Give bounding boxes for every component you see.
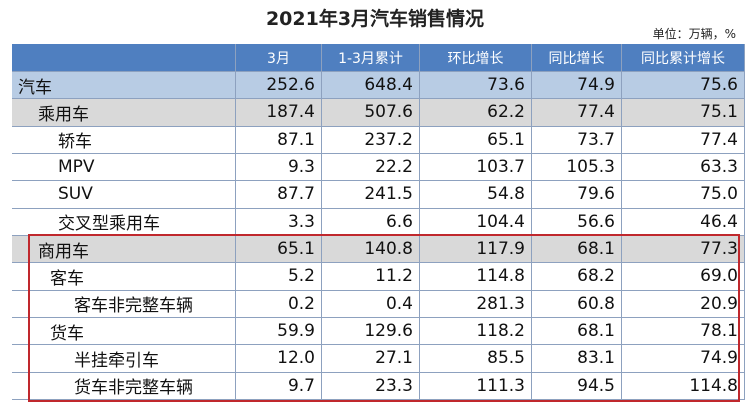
row-label: 货车: [12, 318, 236, 345]
cell-value: 68.1: [532, 318, 622, 345]
row-label: MPV: [12, 154, 236, 181]
header-cell: 1-3月累计: [322, 44, 420, 71]
cell-value: 104.4: [420, 208, 532, 235]
row-label: 货车非完整车辆: [12, 372, 236, 399]
row-label: 轿车: [12, 126, 236, 153]
table-row: 半挂牵引车 12.0 27.1 85.5 83.1 74.9: [12, 345, 745, 373]
row-label: 客车: [12, 263, 236, 290]
cell-value: 23.3: [322, 372, 420, 399]
cell-value: 60.8: [532, 290, 622, 317]
cell-value: 68.2: [532, 263, 622, 290]
row-label: 客车非完整车辆: [12, 290, 236, 317]
cell-value: 117.9: [420, 236, 532, 263]
cell-value: 507.6: [322, 99, 420, 126]
header-cell: 同比累计增长: [622, 44, 745, 71]
cell-value: 12.0: [236, 345, 322, 372]
row-label: 乘用车: [12, 99, 236, 126]
table-row: 客车 5.2 11.2 114.8 68.2 69.0: [12, 263, 745, 291]
cell-value: 114.8: [622, 372, 745, 399]
header-cell: [12, 44, 236, 71]
title: 2021年3月汽车销售情况: [265, 8, 485, 30]
cell-value: 111.3: [420, 372, 532, 399]
table-row: 货车非完整车辆 9.7 23.3 111.3 94.5 114.8: [12, 372, 745, 400]
row-label: 汽车: [12, 72, 236, 99]
table-row: SUV 87.7 241.5 54.8 79.6 75.0: [12, 181, 745, 209]
row-label: 交叉型乘用车: [12, 208, 236, 235]
unit-note: 单位：万辆，%: [652, 27, 736, 41]
cell-value: 73.7: [532, 126, 622, 153]
cell-value: 65.1: [236, 236, 322, 263]
header-cell: 环比增长: [420, 44, 532, 71]
cell-value: 62.2: [420, 99, 532, 126]
row-label: 商用车: [12, 236, 236, 263]
cell-value: 140.8: [322, 236, 420, 263]
cell-value: 74.9: [622, 345, 745, 372]
table-row: 乘用车 187.4 507.6 62.2 77.4 75.1: [12, 99, 745, 127]
cell-value: 46.4: [622, 208, 745, 235]
cell-value: 87.1: [236, 126, 322, 153]
cell-value: 22.2: [322, 154, 420, 181]
cell-value: 241.5: [322, 181, 420, 208]
cell-value: 103.7: [420, 154, 532, 181]
header-cell: 3月: [236, 44, 322, 71]
cell-value: 65.1: [420, 126, 532, 153]
cell-value: 74.9: [532, 72, 622, 99]
cell-value: 0.4: [322, 290, 420, 317]
table-row: MPV 9.3 22.2 103.7 105.3 63.3: [12, 154, 745, 182]
cell-value: 129.6: [322, 318, 420, 345]
cell-value: 68.1: [532, 236, 622, 263]
cell-value: 0.2: [236, 290, 322, 317]
table-row: 轿车 87.1 237.2 65.1 73.7 77.4: [12, 126, 745, 154]
table-row: 商用车 65.1 140.8 117.9 68.1 77.3: [12, 236, 745, 264]
table-row: 汽车 252.6 648.4 73.6 74.9 75.6: [12, 72, 745, 100]
cell-value: 75.1: [622, 99, 745, 126]
cell-value: 54.8: [420, 181, 532, 208]
cell-value: 27.1: [322, 345, 420, 372]
cell-value: 3.3: [236, 208, 322, 235]
cell-value: 77.4: [622, 126, 745, 153]
cell-value: 73.6: [420, 72, 532, 99]
cell-value: 9.3: [236, 154, 322, 181]
cell-value: 75.0: [622, 181, 745, 208]
row-label: SUV: [12, 181, 236, 208]
cell-value: 94.5: [532, 372, 622, 399]
cell-value: 56.6: [532, 208, 622, 235]
cell-value: 105.3: [532, 154, 622, 181]
cell-value: 114.8: [420, 263, 532, 290]
cell-value: 69.0: [622, 263, 745, 290]
cell-value: 281.3: [420, 290, 532, 317]
cell-value: 237.2: [322, 126, 420, 153]
cell-value: 79.6: [532, 181, 622, 208]
row-label: 半挂牵引车: [12, 345, 236, 372]
cell-value: 77.4: [532, 99, 622, 126]
header-row: 3月 1-3月累计 环比增长 同比增长 同比累计增长: [12, 44, 745, 72]
cell-value: 75.6: [622, 72, 745, 99]
cell-value: 63.3: [622, 154, 745, 181]
cell-value: 77.3: [622, 236, 745, 263]
table-row: 交叉型乘用车 3.3 6.6 104.4 56.6 46.4: [12, 208, 745, 236]
cell-value: 87.7: [236, 181, 322, 208]
cell-value: 6.6: [322, 208, 420, 235]
table-row: 客车非完整车辆 0.2 0.4 281.3 60.8 20.9: [12, 290, 745, 318]
cell-value: 187.4: [236, 99, 322, 126]
cell-value: 83.1: [532, 345, 622, 372]
cell-value: 59.9: [236, 318, 322, 345]
cell-value: 78.1: [622, 318, 745, 345]
cell-value: 11.2: [322, 263, 420, 290]
cell-value: 85.5: [420, 345, 532, 372]
header-cell: 同比增长: [532, 44, 622, 71]
cell-value: 252.6: [236, 72, 322, 99]
cell-value: 648.4: [322, 72, 420, 99]
cell-value: 5.2: [236, 263, 322, 290]
table-row: 货车 59.9 129.6 118.2 68.1 78.1: [12, 318, 745, 346]
cell-value: 118.2: [420, 318, 532, 345]
cell-value: 9.7: [236, 372, 322, 399]
cell-value: 20.9: [622, 290, 745, 317]
